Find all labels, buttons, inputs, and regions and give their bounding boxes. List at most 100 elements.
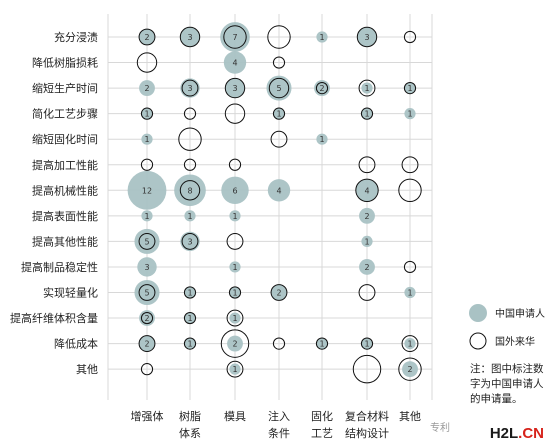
bubble-value-label: 3 xyxy=(364,33,369,42)
bubble-domestic xyxy=(361,82,373,94)
bubble-domestic xyxy=(361,235,373,247)
bubble-foreign xyxy=(181,232,199,250)
bubble-value-label: 2 xyxy=(364,263,369,272)
column-label: 其他 xyxy=(399,410,421,423)
bubble-foreign xyxy=(272,337,286,350)
bubble-domestic xyxy=(359,259,375,275)
bubble-domestic xyxy=(229,210,241,222)
bubble-foreign xyxy=(138,335,156,353)
bubble-value-label: 3 xyxy=(187,33,192,42)
legend-domestic-label: 中国申请人 xyxy=(495,307,545,320)
bubble-domestic xyxy=(174,174,206,207)
bubble-value-label: 4 xyxy=(276,186,281,195)
bubble-foreign xyxy=(272,107,286,120)
column-label: 复合材料 xyxy=(345,409,389,423)
bubble-domestic xyxy=(184,286,196,299)
bubble-foreign xyxy=(360,337,374,350)
bubble-domestic xyxy=(180,78,200,98)
bubble-foreign xyxy=(272,56,286,69)
bubble-foreign xyxy=(183,107,197,120)
bubble-domestic xyxy=(184,312,196,324)
bubble-domestic xyxy=(361,338,373,350)
bubble-domestic xyxy=(127,170,167,210)
bubble-foreign xyxy=(401,335,419,353)
bubble-foreign xyxy=(183,337,197,350)
column-label: 体系 xyxy=(179,426,201,440)
bubble-domestic xyxy=(359,207,375,224)
bubble-value-label: 1 xyxy=(407,289,412,298)
row-label: 提高其他性能 xyxy=(32,234,98,248)
bubble-foreign xyxy=(183,158,197,171)
bubble-foreign xyxy=(220,329,250,358)
bubble-foreign xyxy=(181,79,199,97)
bubble-foreign xyxy=(267,25,291,49)
grid-lines xyxy=(107,14,433,400)
bubble-foreign xyxy=(178,127,202,151)
bubble-foreign xyxy=(270,284,288,301)
bubble-foreign xyxy=(352,354,382,384)
bubble-foreign xyxy=(358,284,376,301)
bubble-value-label: 2 xyxy=(319,84,324,93)
row-label: 降低树脂损耗 xyxy=(32,56,98,70)
bubble-foreign xyxy=(179,180,201,201)
bubble-value-label: 2 xyxy=(407,365,412,374)
bubble-foreign xyxy=(268,77,290,99)
bubble-value-label: 2 xyxy=(364,212,369,221)
bubble-value-label: 3 xyxy=(144,263,149,272)
bubble-value-label: 8 xyxy=(187,186,192,195)
bubble-domestic xyxy=(229,312,241,324)
legend: 中国申请人 国外来华 xyxy=(469,304,545,350)
bubble-domestic xyxy=(139,29,155,45)
bubble-domestic xyxy=(404,286,416,299)
bubble-foreign xyxy=(140,363,154,376)
bubble-foreign xyxy=(140,311,154,325)
bubble-value-label: 2 xyxy=(144,33,149,42)
bubble-foreign xyxy=(138,284,156,301)
row-label: 降低成本 xyxy=(54,337,98,351)
bubble-value-label: 1 xyxy=(319,340,324,349)
bubble-value-label: 1 xyxy=(144,212,149,221)
bubble-domestic xyxy=(180,231,200,252)
bubble-domestic xyxy=(141,133,153,145)
bubble-value-label: 1 xyxy=(187,314,192,323)
row-label: 提高制品稳定性 xyxy=(21,260,98,274)
bubble-domestic xyxy=(141,210,153,222)
bubble-foreign xyxy=(183,286,197,299)
bubble-domestic xyxy=(404,82,416,94)
column-label: 注入 xyxy=(268,409,290,423)
bubble-value-label: 1 xyxy=(319,135,324,144)
column-label: 模具 xyxy=(224,410,246,423)
bubble-foreign xyxy=(228,158,242,171)
column-label: 固化 xyxy=(311,409,333,423)
bubble-foreign xyxy=(226,309,244,327)
row-label: 提高机械性能 xyxy=(32,183,98,197)
bubble-foreign xyxy=(226,360,244,378)
legend-domestic-swatch xyxy=(469,304,487,322)
bubble-value-label: 1 xyxy=(364,340,369,349)
bubble-foreign xyxy=(228,286,242,299)
bubble-foreign xyxy=(403,260,417,274)
bubble-value-label: 1 xyxy=(407,110,412,119)
row-labels: 充分浸渍降低树脂损耗缩短生产时间简化工艺步骤缩短固化时间提高加工性能提高机械性能… xyxy=(10,30,98,376)
watermark-text: 专利 xyxy=(430,423,450,434)
row-label: 提高纤维体积含量 xyxy=(10,311,98,325)
bubble-foreign xyxy=(138,28,156,46)
bubble-domestic xyxy=(267,179,291,202)
bubble-value-label: 2 xyxy=(144,340,149,349)
bubble-value-label: 1 xyxy=(232,289,237,298)
legend-foreign-label: 国外来华 xyxy=(495,335,535,348)
bubble-value-label: 6 xyxy=(232,186,237,195)
bubble-value-label: 7 xyxy=(232,33,237,42)
bubble-value-label: 1 xyxy=(319,33,324,42)
bubble-domestic xyxy=(184,338,196,350)
bubble-value-label: 12 xyxy=(142,186,152,195)
chart-note: 注：图中标注数字为中国申请人的申请量。 xyxy=(470,363,544,405)
bubble-value-label: 2 xyxy=(144,314,149,323)
bubble-foreign xyxy=(398,178,422,203)
bubble-value-label: 1 xyxy=(144,135,149,144)
bubble-value-label: 1 xyxy=(187,340,192,349)
bubble-value-label: 2 xyxy=(232,340,237,349)
bubble-value-label: 5 xyxy=(276,84,281,93)
bubble-value-label: 1 xyxy=(187,289,192,298)
